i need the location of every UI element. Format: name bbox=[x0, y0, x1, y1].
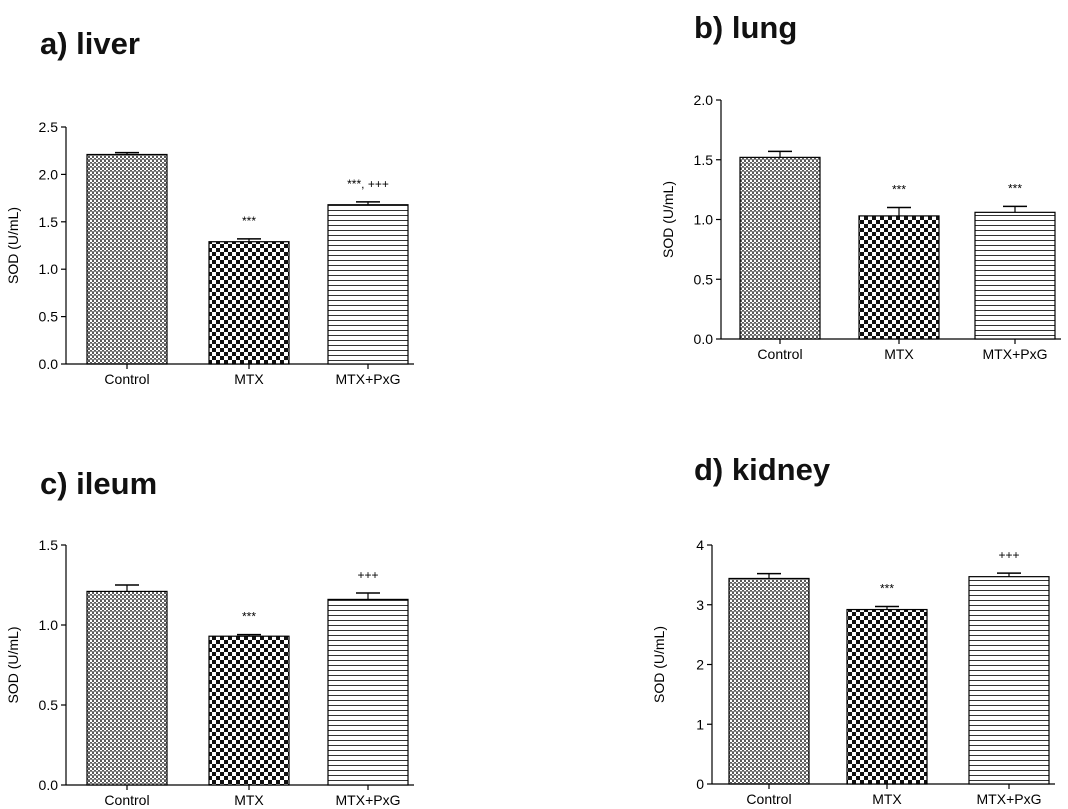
significance-label: *** bbox=[1008, 181, 1022, 195]
bar-mtx bbox=[858, 215, 940, 340]
y-axis-label: SOD (U/mL) bbox=[651, 626, 667, 703]
panel-title-liver: a) liver bbox=[40, 26, 140, 61]
bar-mtx-pxg bbox=[327, 598, 409, 786]
y-tick-label: 1.5 bbox=[39, 214, 59, 230]
significance-label: *** bbox=[242, 214, 256, 228]
x-tick-label: MTX bbox=[234, 371, 264, 387]
significance-label: +++ bbox=[357, 568, 378, 582]
bar-mtx-pxg bbox=[327, 204, 409, 365]
y-tick-label: 0.5 bbox=[39, 309, 59, 325]
y-tick-label: 0.0 bbox=[694, 331, 714, 347]
x-tick-label: MTX bbox=[884, 346, 914, 362]
bar-control bbox=[86, 153, 168, 365]
y-tick-label: 3 bbox=[696, 597, 704, 613]
y-tick-label: 1.0 bbox=[39, 617, 59, 633]
y-tick-label: 2 bbox=[696, 657, 704, 673]
x-tick-label: MTX bbox=[234, 792, 264, 808]
x-tick-label: Control bbox=[757, 346, 802, 362]
y-tick-label: 0.0 bbox=[39, 777, 59, 793]
x-tick-label: Control bbox=[746, 791, 791, 807]
y-axis-label: SOD (U/mL) bbox=[5, 627, 21, 704]
y-tick-label: 2.0 bbox=[694, 92, 714, 108]
y-tick-label: 1.0 bbox=[694, 212, 714, 228]
y-tick-label: 1.5 bbox=[39, 537, 59, 553]
bar-mtx-pxg bbox=[974, 211, 1056, 340]
bar-mtx bbox=[208, 241, 290, 365]
x-tick-label: MTX+PxG bbox=[983, 346, 1048, 362]
y-tick-label: 0.0 bbox=[39, 356, 59, 372]
x-tick-label: MTX+PxG bbox=[336, 792, 401, 808]
x-tick-label: MTX+PxG bbox=[336, 371, 401, 387]
y-tick-label: 1.5 bbox=[694, 152, 714, 168]
significance-label: +++ bbox=[998, 548, 1019, 562]
y-tick-label: 2.5 bbox=[39, 119, 59, 135]
significance-label: *** bbox=[880, 582, 894, 596]
bar-control bbox=[728, 577, 810, 785]
x-tick-label: Control bbox=[104, 371, 149, 387]
x-tick-label: MTX bbox=[872, 791, 902, 807]
y-tick-label: 0 bbox=[696, 776, 704, 792]
y-tick-label: 1 bbox=[696, 716, 704, 732]
y-tick-label: 4 bbox=[696, 537, 704, 553]
panel-title-ileum: c) ileum bbox=[40, 466, 158, 501]
bar-mtx-pxg bbox=[968, 576, 1050, 785]
bar-mtx bbox=[846, 608, 928, 785]
y-axis-label: SOD (U/mL) bbox=[5, 207, 21, 284]
panel-title-kidney: d) kidney bbox=[694, 452, 831, 487]
y-axis-label: SOD (U/mL) bbox=[660, 181, 676, 258]
y-tick-label: 2.0 bbox=[39, 166, 59, 182]
significance-label: *** bbox=[892, 183, 906, 197]
y-tick-label: 0.5 bbox=[694, 271, 714, 287]
bar-control bbox=[86, 590, 168, 786]
y-tick-label: 0.5 bbox=[39, 697, 59, 713]
significance-label: ***, +++ bbox=[347, 177, 389, 191]
x-tick-label: MTX+PxG bbox=[977, 791, 1042, 807]
panel-title-lung: b) lung bbox=[694, 10, 798, 45]
significance-label: *** bbox=[242, 610, 256, 624]
y-tick-label: 1.0 bbox=[39, 261, 59, 277]
x-tick-label: Control bbox=[104, 792, 149, 808]
